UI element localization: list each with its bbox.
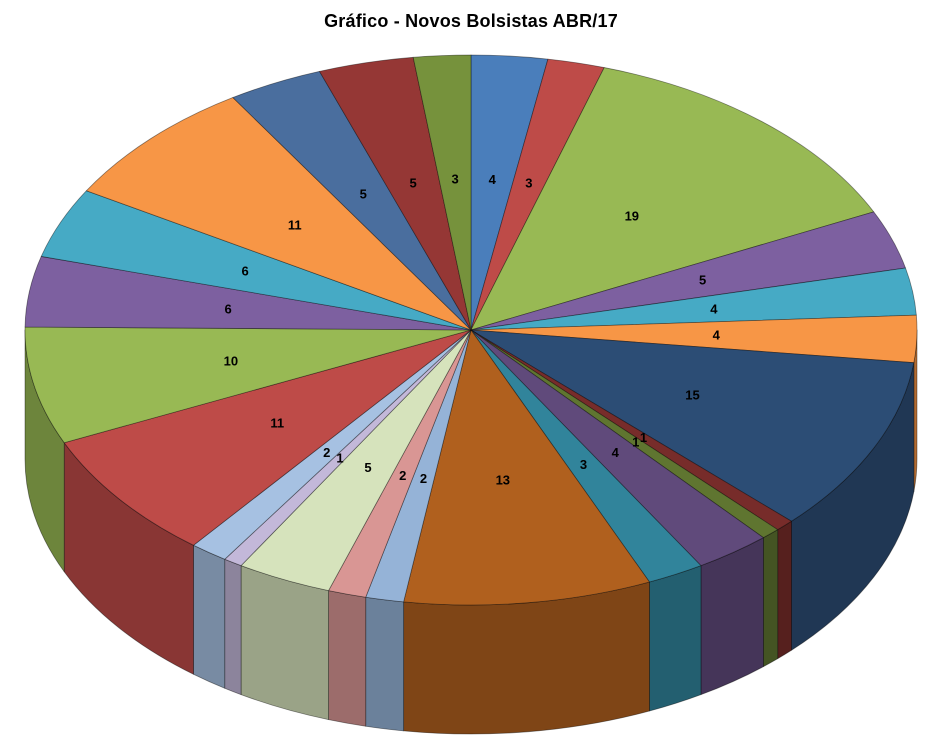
data-label: 6	[241, 264, 248, 279]
pie-slice	[470, 329, 792, 531]
data-label: 3	[580, 457, 587, 472]
pie-slice	[240, 329, 472, 591]
pie-slice	[412, 54, 472, 331]
pie-slice	[232, 70, 472, 331]
pie-slice-side	[649, 565, 702, 712]
pie-slice	[24, 256, 472, 331]
pie-slice	[319, 56, 472, 331]
pie-slice	[224, 329, 472, 567]
pie-slice	[193, 329, 472, 560]
data-label: 5	[699, 273, 706, 288]
pie-slice-side	[763, 529, 779, 668]
pie-slice	[365, 329, 472, 603]
data-label: 10	[224, 353, 238, 368]
data-label: 4	[710, 301, 718, 316]
data-label: 2	[399, 468, 406, 483]
pie-slice-side	[777, 520, 792, 660]
data-label: 1	[336, 450, 343, 465]
data-label: 3	[525, 176, 532, 191]
data-label: 15	[685, 388, 699, 403]
data-label: 5	[364, 460, 371, 475]
pie-slice-side	[328, 590, 367, 727]
data-label: 3	[451, 172, 458, 187]
data-label: 4	[612, 445, 620, 460]
data-label: 2	[420, 471, 427, 486]
data-label: 5	[409, 176, 416, 191]
pie-slice	[85, 97, 472, 331]
data-label: 4	[713, 327, 721, 342]
pie-slice	[470, 329, 915, 522]
pie-slice	[470, 211, 906, 331]
pie-slice	[470, 67, 875, 331]
data-label: 6	[224, 301, 231, 316]
pie-slice-side	[224, 558, 242, 696]
pie-slice	[470, 314, 918, 364]
pie-slice-side	[193, 544, 226, 689]
pie-slice	[470, 329, 779, 539]
pie-slice	[328, 329, 472, 598]
data-label: 1	[640, 430, 647, 445]
pie-slice	[24, 326, 472, 444]
data-label: 1	[632, 435, 639, 450]
pie-slice	[63, 329, 472, 546]
pie-slice	[470, 329, 702, 583]
data-label: 2	[323, 445, 330, 460]
data-label: 19	[625, 208, 639, 223]
pie-slice	[403, 329, 650, 606]
pie-slice-side	[365, 596, 405, 732]
data-label: 5	[360, 187, 367, 202]
data-label: 11	[270, 415, 284, 430]
pie-slice	[470, 54, 549, 331]
pie-slice-side	[403, 581, 650, 735]
pie-slice	[40, 190, 472, 331]
chart-title: Gráfico - Novos Bolsistas ABR/17	[324, 11, 618, 31]
data-label: 13	[496, 473, 510, 488]
pie-slice	[470, 58, 605, 331]
pie-slice	[470, 267, 917, 331]
pie-slice	[470, 329, 764, 567]
pie-slice-side	[240, 565, 329, 720]
data-label: 11	[288, 217, 302, 232]
data-label: 4	[489, 172, 497, 187]
